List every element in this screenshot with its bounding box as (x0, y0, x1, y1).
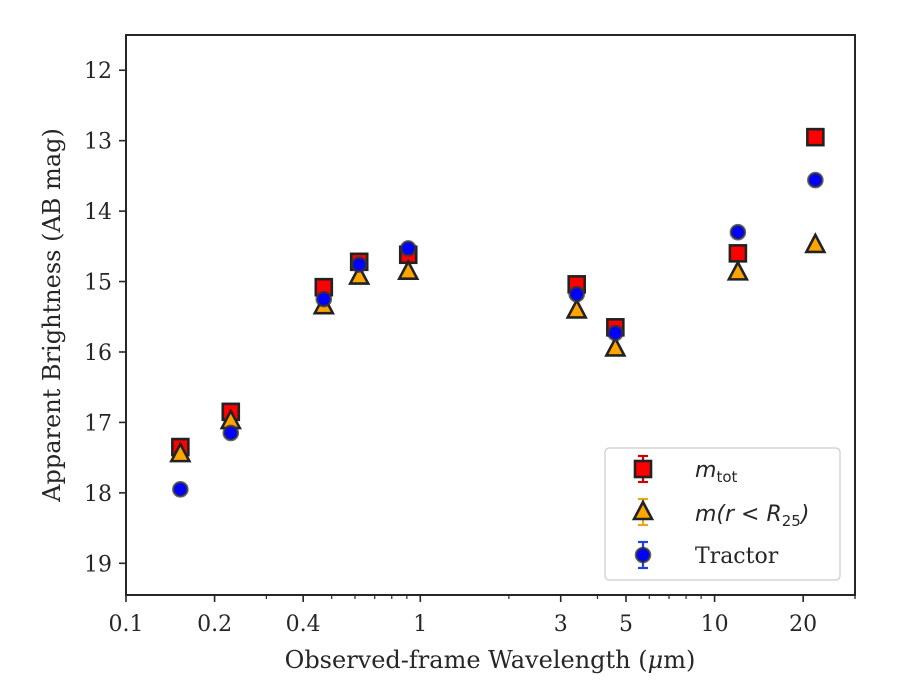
legend-marker-tractor (634, 546, 652, 564)
x-axis-ticks: 0.1 0.2 0.4 1 3 5 10 20 (109, 595, 856, 637)
tractor-point (350, 256, 368, 273)
legend-label-mr25: m(r < R25) (695, 502, 809, 530)
mtot-point (728, 244, 748, 263)
legend-marker-mR25 (631, 499, 655, 521)
x-axis-label: Observed-frame Wavelength (μm) (285, 646, 696, 674)
x-tick-label: 1 (413, 612, 427, 637)
mtot-point (806, 127, 825, 147)
tractor-point (807, 171, 824, 189)
tractor-point (568, 285, 586, 303)
legend-frame (604, 447, 841, 581)
mR25-point (604, 335, 627, 357)
tractor-point (729, 223, 747, 241)
y-tick-label: 18 (84, 482, 112, 507)
x-tick-label: 10 (701, 612, 729, 637)
legend-label-tractor: Tractor (695, 544, 779, 569)
y-axis-ticks: 12 13 14 15 16 17 18 19 (84, 59, 126, 577)
plot-area-frame (125, 34, 856, 596)
tractor-point (607, 324, 624, 342)
y-tick-label: 13 (84, 130, 112, 155)
mR25-point (726, 259, 750, 281)
y-tick-label: 16 (84, 341, 112, 366)
y-tick-label: 17 (84, 411, 112, 436)
tractor-point (315, 290, 333, 308)
x-tick-label: 20 (789, 612, 817, 637)
y-tick-label: 12 (84, 59, 112, 84)
x-tick-label: 0.4 (286, 612, 321, 637)
tractor-point (222, 424, 240, 442)
mR25-point (348, 263, 371, 285)
x-tick-label: 0.2 (197, 612, 232, 637)
tractor-point (172, 481, 189, 498)
mR25-point (169, 441, 192, 463)
mR25-point (565, 297, 588, 319)
data-points (169, 127, 827, 498)
legend: mtot m(r < R25) Tractor (604, 447, 841, 581)
legend-label-mtot: mtot (695, 458, 737, 486)
legend-marker-mtot (633, 459, 653, 479)
y-tick-label: 15 (84, 271, 112, 296)
mR25-point (397, 258, 420, 280)
x-tick-label: 5 (619, 612, 633, 637)
mR25-point (804, 232, 827, 254)
x-tick-label: 0.1 (109, 612, 144, 637)
legend-markers (631, 454, 655, 570)
tractor-point (399, 240, 417, 257)
x-tick-label: 3 (554, 612, 568, 637)
y-axis-label: Apparent Brightness (AB mag) (38, 128, 66, 503)
y-tick-label: 19 (84, 552, 112, 577)
y-tick-label: 14 (84, 200, 112, 225)
